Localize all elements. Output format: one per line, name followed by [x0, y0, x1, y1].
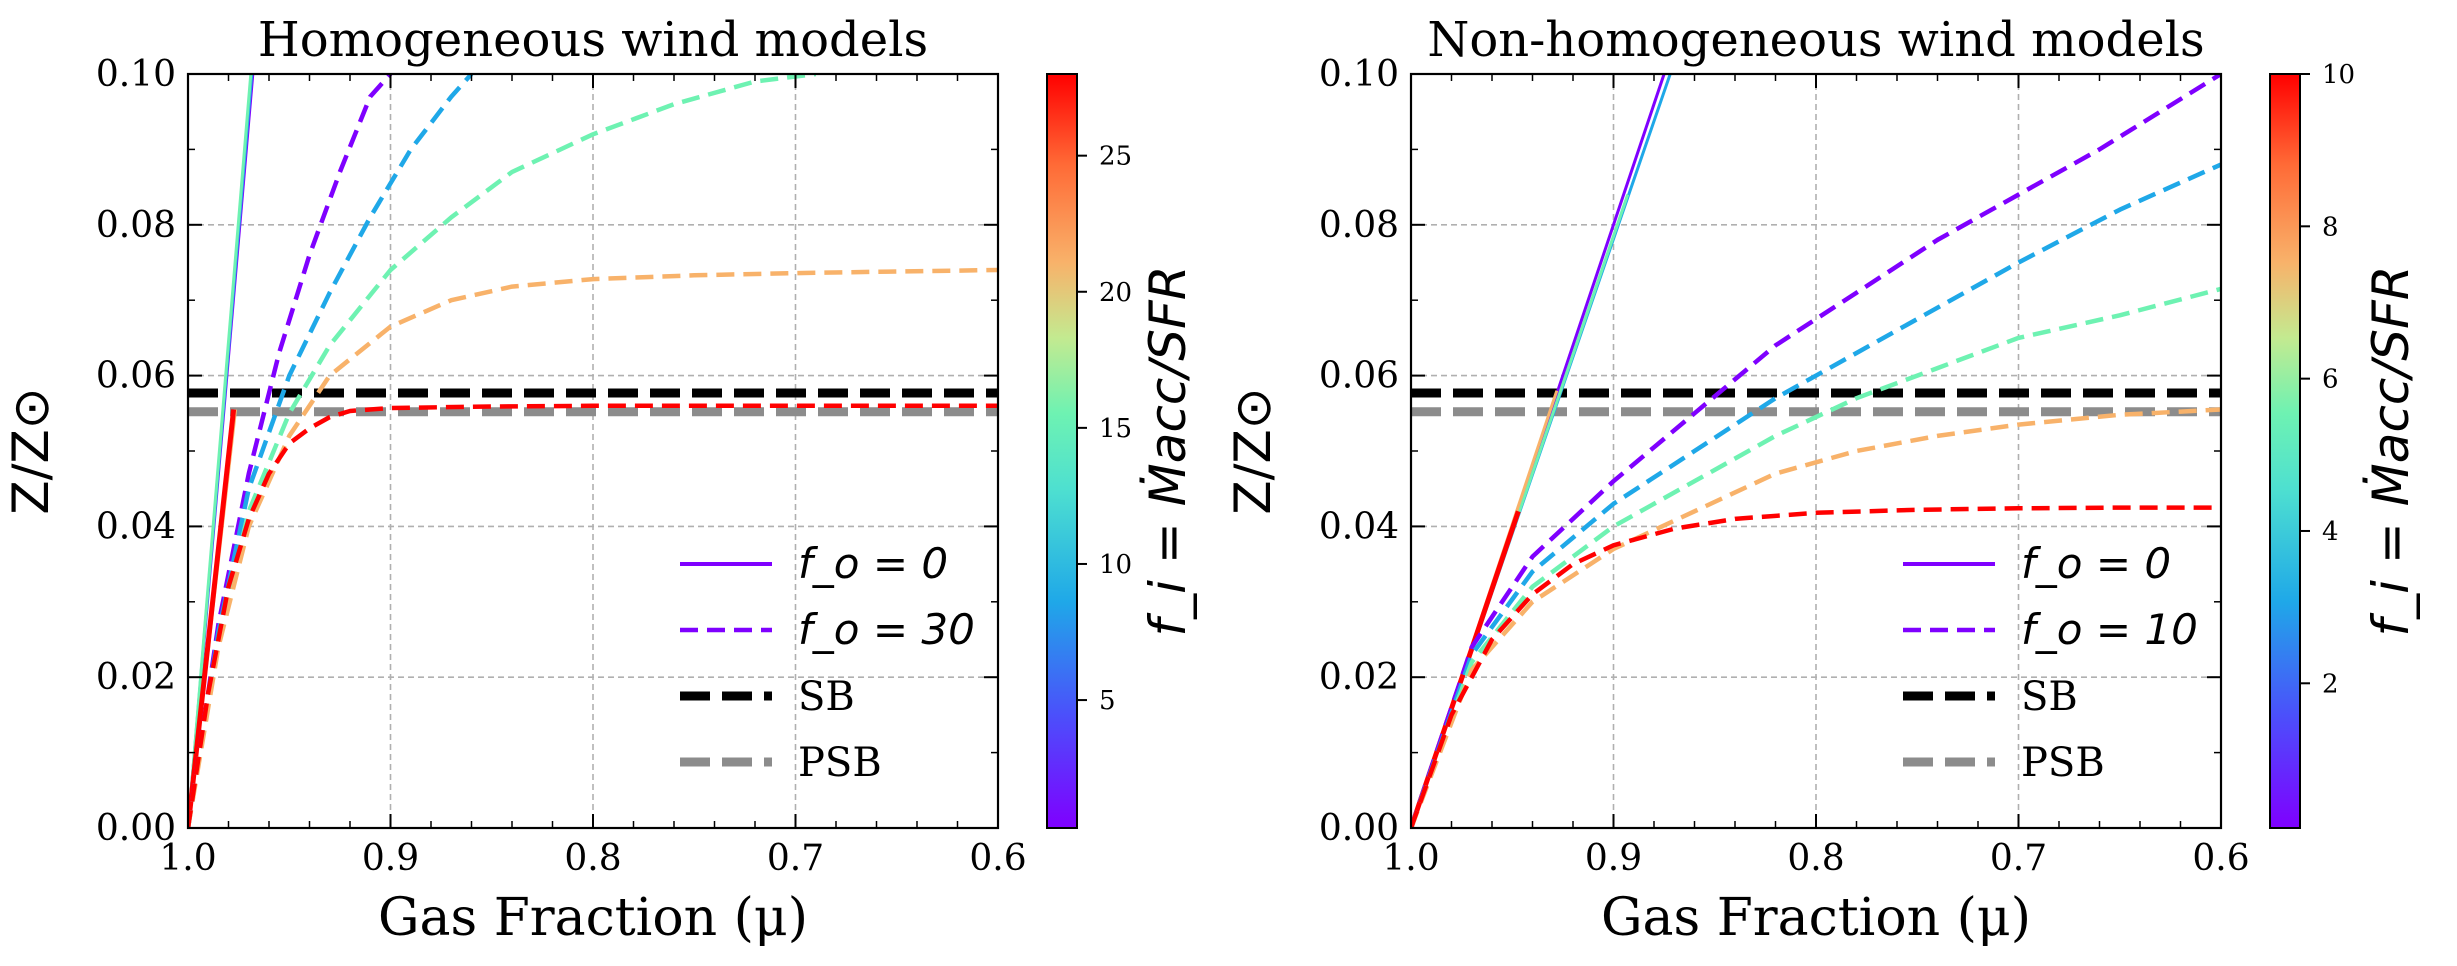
y-tick-label: 0.00: [1319, 808, 1399, 849]
left-panel: 1.0 0.9 0.8 0.7 0.6 0.00 0.02 0.04 0.06 0.08 0.10 H…: [2, 12, 1197, 948]
colorbar-tick-label: 20: [1099, 278, 1132, 308]
series-line: [188, 403, 998, 828]
y-tick-label: 0.04: [1319, 506, 1399, 547]
x-tick-label: 0.8: [1787, 838, 1844, 879]
legend-label: f_o = 0: [2021, 539, 2171, 588]
colorbar-label: f_i = Ṁacc/SFR: [2362, 265, 2420, 636]
x-tick-label: 0.6: [2192, 838, 2249, 879]
plot-area: [1411, 74, 2221, 828]
legend-label: f_o = 30: [798, 605, 975, 654]
series-line: [1411, 505, 2221, 828]
colorbar-label: f_i = Ṁacc/SFR: [1139, 265, 1197, 636]
x-tick-label: 0.9: [362, 838, 419, 879]
y-tick-label: 0.10: [96, 54, 176, 95]
legend-label: PSB: [798, 740, 882, 786]
series-line: [1411, 162, 2221, 828]
y-axis-label: Z/Z⊙: [2, 387, 60, 514]
y-tick-label: 0.10: [1319, 54, 1399, 95]
x-tick-label: 1.0: [159, 838, 216, 879]
legend-label: SB: [798, 674, 855, 720]
y-tick-label: 0.00: [96, 808, 176, 849]
colorbar-tick-label: 10: [1099, 550, 1132, 580]
y-tick-label: 0.02: [96, 657, 176, 698]
colorbar-tick-label: 15: [1099, 414, 1132, 444]
y-tick-label: 0.02: [1319, 657, 1399, 698]
colorbar-tick-label: 4: [2322, 517, 2339, 547]
y-tick-label: 0.08: [96, 205, 176, 246]
x-tick-label: 0.8: [564, 838, 621, 879]
colorbar: [1046, 73, 1078, 829]
legend: f_o = 0 f_o = 10 SB PSB: [1903, 539, 2198, 786]
colorbar-tick-label: 25: [1099, 142, 1132, 172]
x-tick-label: 0.9: [1585, 838, 1642, 879]
legend-label: PSB: [2021, 740, 2105, 786]
colorbar-tick-label: 2: [2322, 669, 2339, 699]
series-line: [1411, 74, 2221, 828]
chart-title: Non-homogeneous wind models: [1427, 12, 2204, 68]
x-tick-label: 1.0: [1382, 838, 1439, 879]
chart-title: Homogeneous wind models: [258, 12, 928, 68]
legend: f_o = 0 f_o = 30 SB PSB: [680, 539, 975, 786]
colorbar-tick-label: 10: [2322, 60, 2355, 90]
series-line: [188, 409, 237, 828]
grid-lines: [188, 74, 998, 828]
y-tick-label: 0.08: [1319, 205, 1399, 246]
y-tick-label: 0.06: [96, 356, 176, 397]
plot-area: [188, 74, 998, 828]
y-tick-label: 0.06: [1319, 356, 1399, 397]
legend-label: f_o = 10: [2021, 605, 2198, 654]
colorbar: [2269, 73, 2301, 829]
colorbar-tick-label: 6: [2322, 365, 2339, 395]
legend-label: SB: [2021, 674, 2078, 720]
x-tick-label: 0.7: [767, 838, 824, 879]
y-axis-label: Z/Z⊙: [1224, 387, 1282, 514]
right-panel: 1.0 0.9 0.8 0.7 0.6 0.00 0.02 0.04 0.06 0.08 0.10 N…: [1224, 12, 2420, 948]
x-tick-label: 0.6: [969, 838, 1026, 879]
x-tick-label: 0.7: [1990, 838, 2047, 879]
x-axis-label: Gas Fraction (μ): [378, 888, 808, 948]
colorbar-tick-label: 5: [1099, 686, 1116, 716]
legend-label: f_o = 0: [798, 539, 948, 588]
series-line: [188, 74, 253, 828]
colorbar-tick-label: 8: [2322, 212, 2339, 242]
series-line: [1411, 407, 2221, 828]
x-axis-label: Gas Fraction (μ): [1601, 888, 2031, 948]
grid-lines: [1411, 74, 2221, 828]
y-tick-label: 0.04: [96, 506, 176, 547]
